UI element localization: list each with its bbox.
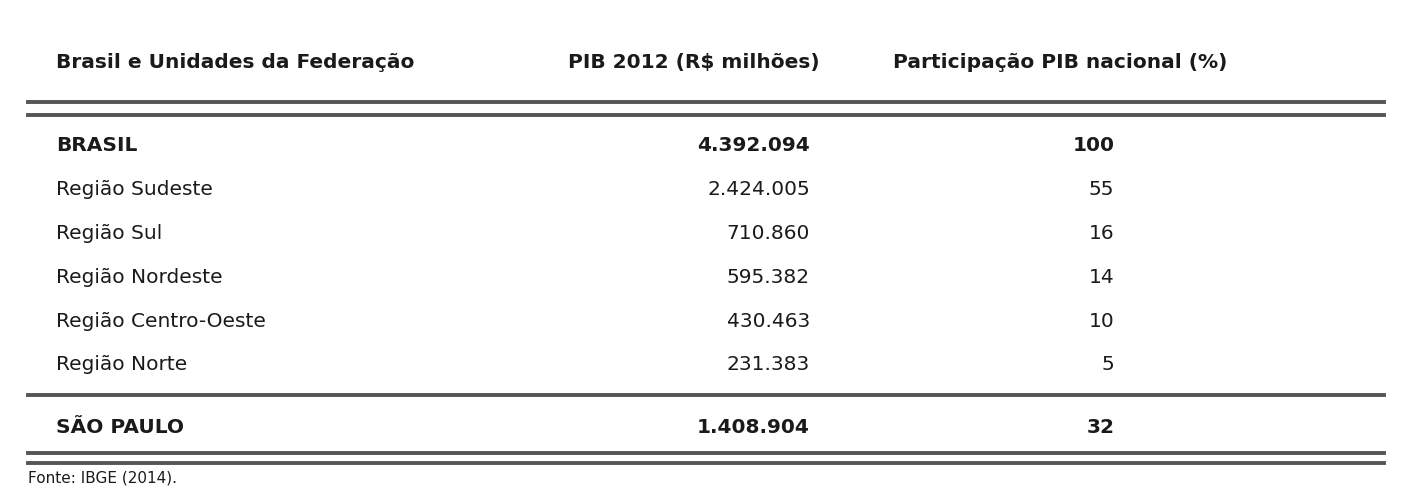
Text: PIB 2012 (R$ milhões): PIB 2012 (R$ milhões) xyxy=(568,53,819,72)
Text: Participação PIB nacional (%): Participação PIB nacional (%) xyxy=(892,53,1227,72)
Text: Região Nordeste: Região Nordeste xyxy=(55,268,222,287)
Text: Região Sul: Região Sul xyxy=(55,224,162,243)
Text: Região Centro-Oeste: Região Centro-Oeste xyxy=(55,312,265,330)
Text: 1.408.904: 1.408.904 xyxy=(698,418,810,436)
Text: Fonte: IBGE (2014).: Fonte: IBGE (2014). xyxy=(28,470,176,486)
Text: 55: 55 xyxy=(1089,180,1114,199)
Text: 10: 10 xyxy=(1089,312,1114,330)
Text: 710.860: 710.860 xyxy=(726,224,810,243)
Text: Brasil e Unidades da Federação: Brasil e Unidades da Federação xyxy=(55,53,414,72)
Text: 231.383: 231.383 xyxy=(727,355,810,375)
Text: 100: 100 xyxy=(1072,136,1114,155)
Text: BRASIL: BRASIL xyxy=(55,136,137,155)
Text: 16: 16 xyxy=(1089,224,1114,243)
Text: 32: 32 xyxy=(1086,418,1114,436)
Text: Região Sudeste: Região Sudeste xyxy=(55,180,213,199)
Text: 430.463: 430.463 xyxy=(727,312,810,330)
Text: 595.382: 595.382 xyxy=(727,268,810,287)
Text: 4.392.094: 4.392.094 xyxy=(698,136,810,155)
Text: 14: 14 xyxy=(1089,268,1114,287)
Text: Região Norte: Região Norte xyxy=(55,355,186,375)
Text: SÃO PAULO: SÃO PAULO xyxy=(55,418,184,436)
Text: 2.424.005: 2.424.005 xyxy=(707,180,810,199)
Text: 5: 5 xyxy=(1101,355,1114,375)
